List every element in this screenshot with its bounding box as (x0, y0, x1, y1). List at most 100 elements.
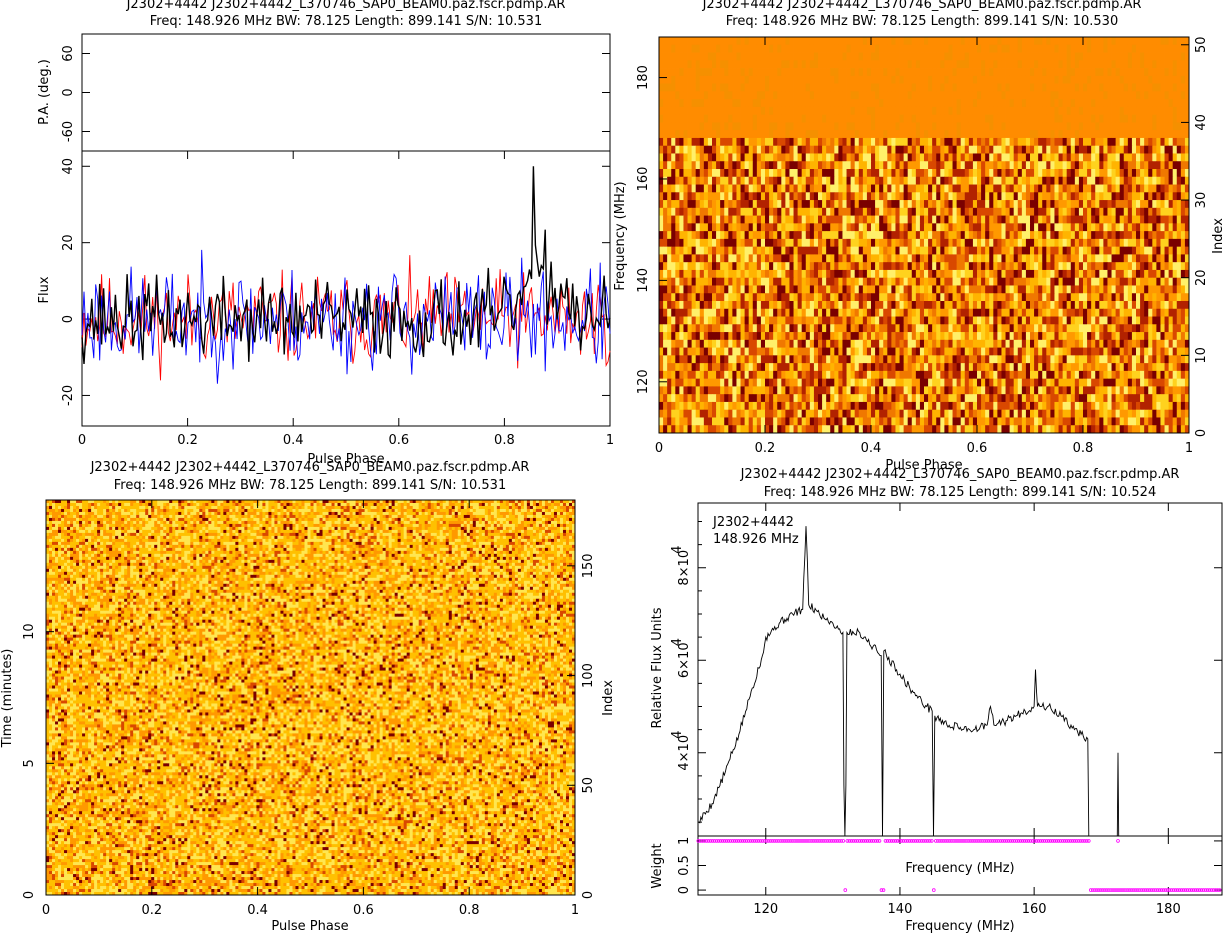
freq-phase-cell (1181, 153, 1185, 161)
freq-phase-cell (957, 91, 961, 99)
freq-phase-cell (810, 84, 814, 92)
freq-phase-cell (688, 169, 692, 177)
freq-phase-cell (1030, 270, 1034, 278)
freq-phase-cell (928, 122, 932, 130)
freq-phase-cell (834, 115, 838, 123)
freq-phase-cell (822, 169, 826, 177)
freq-phase-cell (1018, 317, 1022, 325)
freq-phase-cell (1042, 138, 1046, 146)
freq-phase-cell (810, 91, 814, 99)
freq-phase-cell (1112, 161, 1116, 169)
freq-phase-cell (1059, 239, 1063, 247)
freq-phase-cell (855, 285, 859, 293)
freq-phase-cell (741, 169, 745, 177)
freq-phase-cell (728, 239, 732, 247)
freq-phase-cell (675, 185, 679, 193)
freq-phase-cell (981, 216, 985, 224)
freq-phase-cell (948, 91, 952, 99)
freq-phase-cell (1022, 301, 1026, 309)
freq-phase-cell (1132, 270, 1136, 278)
freq-phase-cell (985, 76, 989, 84)
freq-phase-cell (1010, 223, 1014, 231)
freq-phase-cell (1103, 309, 1107, 317)
freq-phase-cell (1144, 169, 1148, 177)
freq-phase-cell (785, 153, 789, 161)
freq-phase-cell (928, 293, 932, 301)
flux-y-tick-label: -20 (61, 385, 76, 406)
freq-phase-cell (953, 208, 957, 216)
freq-phase-cell (875, 262, 879, 270)
freq-phase-cell (1128, 169, 1132, 177)
freq-phase-cell (716, 130, 720, 138)
freq-phase-cell (985, 53, 989, 61)
freq-phase-cell (1177, 45, 1181, 53)
freq-phase-cell (863, 99, 867, 107)
freq-phase-cell (924, 115, 928, 123)
freq-phase-cell (700, 262, 704, 270)
freq-phase-cell (908, 317, 912, 325)
freq-phase-cell (741, 53, 745, 61)
freq-phase-cell (1091, 60, 1095, 68)
freq-phase-cell (883, 53, 887, 61)
freq-phase-cell (765, 270, 769, 278)
freq-phase-cell (908, 91, 912, 99)
freq-phase-cell (1001, 293, 1005, 301)
freq-phase-cell (830, 161, 834, 169)
freq-phase-cell (736, 169, 740, 177)
freq-phase-cell (741, 309, 745, 317)
freq-phase-cell (781, 91, 785, 99)
freq-phase-cell (1075, 262, 1079, 270)
freq-phase-cell (741, 68, 745, 76)
freq-phase-cell (1140, 208, 1144, 216)
freq-phase-cell (1050, 324, 1054, 332)
freq-phase-cell (1030, 45, 1034, 53)
freq-phase-cell (875, 324, 879, 332)
freq-phase-cell (1059, 99, 1063, 107)
freq-phase-cell (826, 115, 830, 123)
freq-phase-cell (732, 231, 736, 239)
freq-phase-cell (912, 317, 916, 325)
freq-phase-cell (977, 138, 981, 146)
freq-phase-cell (704, 107, 708, 115)
freq-phase-cell (863, 192, 867, 200)
freq-phase-cell (700, 146, 704, 154)
freq-phase-cell (1099, 254, 1103, 262)
freq-phase-cell (973, 107, 977, 115)
freq-phase-cell (895, 324, 899, 332)
freq-phase-cell (1173, 317, 1177, 325)
freq-phase-cell (798, 161, 802, 169)
freq-phase-cell (1091, 99, 1095, 107)
freq-phase-cell (753, 185, 757, 193)
freq-phase-cell (871, 146, 875, 154)
freq-phase-cell (957, 293, 961, 301)
freq-phase-cell (1050, 53, 1054, 61)
freq-phase-cell (1169, 200, 1173, 208)
freq-phase-cell (708, 45, 712, 53)
freq-phase-cell (1034, 239, 1038, 247)
freq-phase-cell (679, 231, 683, 239)
freq-phase-cell (1063, 185, 1067, 193)
freq-phase-cell (965, 223, 969, 231)
freq-phase-cell (736, 76, 740, 84)
freq-phase-cell (830, 309, 834, 317)
freq-phase-cell (1067, 270, 1071, 278)
freq-phase-cell (1071, 53, 1075, 61)
freq-phase-cell (794, 169, 798, 177)
freq-phase-cell (1079, 239, 1083, 247)
freq-phase-cell (659, 208, 663, 216)
freq-phase-cell (871, 200, 875, 208)
freq-phase-cell (749, 254, 753, 262)
freq-phase-cell (708, 161, 712, 169)
freq-phase-cell (810, 270, 814, 278)
freq-phase-cell (916, 76, 920, 84)
freq-phase-cell (798, 60, 802, 68)
freq-phase-cell (773, 45, 777, 53)
freq-phase-cell (716, 278, 720, 286)
freq-phase-cell (794, 239, 798, 247)
freq-phase-cell (928, 247, 932, 255)
freq-phase-cell (1169, 76, 1173, 84)
freq-phase-cell (879, 262, 883, 270)
freq-phase-cell (940, 317, 944, 325)
freq-phase-cell (1034, 99, 1038, 107)
freq-phase-cell (671, 254, 675, 262)
